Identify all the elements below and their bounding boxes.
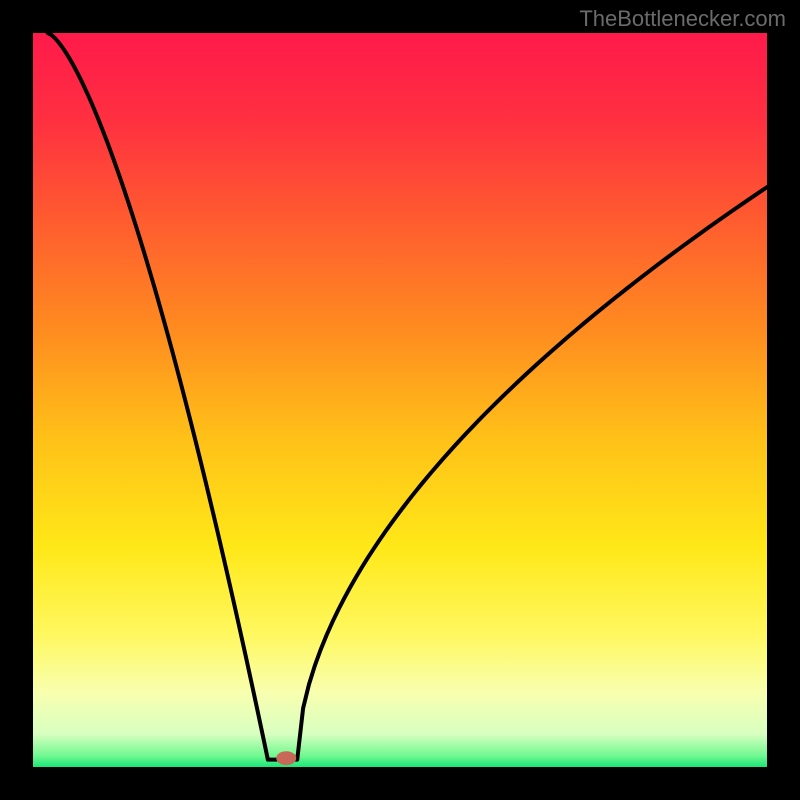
chart-frame: TheBottlenecker.com <box>0 0 800 800</box>
plot-svg <box>33 33 767 767</box>
watermark-text: TheBottlenecker.com <box>579 6 786 32</box>
gradient-background <box>33 33 767 767</box>
minimum-marker <box>276 751 296 765</box>
